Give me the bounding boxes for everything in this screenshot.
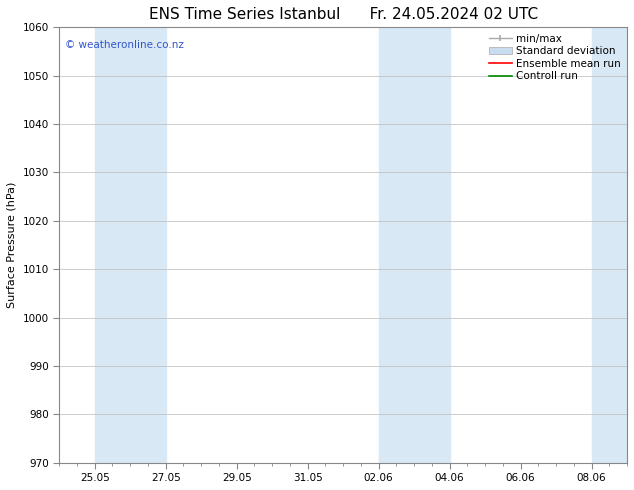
Title: ENS Time Series Istanbul      Fr. 24.05.2024 02 UTC: ENS Time Series Istanbul Fr. 24.05.2024 … — [148, 7, 538, 22]
Bar — [378, 27, 450, 463]
Text: © weatheronline.co.nz: © weatheronline.co.nz — [65, 40, 184, 50]
Y-axis label: Surface Pressure (hPa): Surface Pressure (hPa) — [7, 182, 17, 308]
Bar — [94, 27, 165, 463]
Bar — [592, 27, 627, 463]
Legend: min/max, Standard deviation, Ensemble mean run, Controll run: min/max, Standard deviation, Ensemble me… — [486, 30, 624, 84]
